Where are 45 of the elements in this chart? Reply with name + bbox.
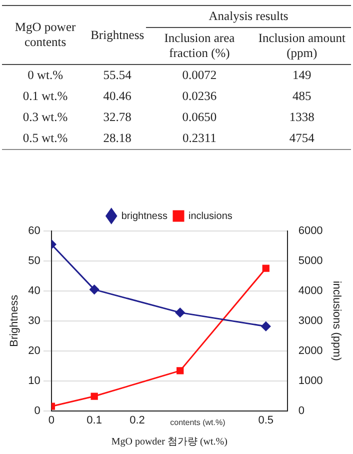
x-axis-title: MgO powder 첨가량 (wt.%) <box>111 436 228 448</box>
y-tick-label: 50 <box>28 255 40 267</box>
text: 485 <box>292 88 312 105</box>
x-tick-label: 0 <box>48 414 54 426</box>
text: 0.0236 <box>181 88 218 105</box>
text: contents (wt.%) <box>170 418 226 428</box>
y-tick-label: 60 <box>28 225 40 238</box>
y-tick-label: 0 <box>34 404 40 417</box>
y-tick-label: 10 <box>28 374 40 387</box>
y-tick-label: 20 <box>28 344 40 357</box>
text: 149 <box>252 64 351 86</box>
text: 1338 <box>288 109 316 126</box>
y2-tick-label: 3000 <box>298 314 323 327</box>
x-tick-label: 0.1 <box>86 414 102 426</box>
text: 0.1 wt.% <box>22 88 69 105</box>
y2-axis-title: inclusions (ppm) <box>330 280 342 361</box>
text: 40.46 <box>102 88 132 105</box>
y2-tick-label: 5000 <box>298 255 323 267</box>
text: Analysis results <box>146 6 351 28</box>
text: Brightness <box>88 6 146 64</box>
text: 55.54 <box>88 64 146 86</box>
text: MgO power contents <box>2 6 89 64</box>
text: Inclusion amount (ppm) <box>252 28 351 64</box>
text: 0.3 wt.% <box>22 109 69 126</box>
y-tick-label: 40 <box>28 284 40 297</box>
y2-tick-label: 6000 <box>298 225 323 238</box>
text: 0 wt.% <box>2 64 89 86</box>
legend-label: inclusions <box>188 210 232 222</box>
y-tick-label: 30 <box>28 314 40 327</box>
text: Inclusion area fraction (%) <box>146 28 253 64</box>
y-axis-title: Brightness <box>8 294 21 347</box>
y2-tick-label: 1000 <box>298 374 323 387</box>
text: 0.0650 <box>181 109 218 126</box>
y2-tick-label: 4000 <box>298 284 323 297</box>
text: 32.78 <box>102 109 132 126</box>
text: 28.18 <box>88 128 146 150</box>
y2-tick-label: 0 <box>298 404 304 417</box>
text: 0.2311 <box>146 128 253 150</box>
x-tick-label: 0.5 <box>258 414 274 426</box>
text: 0.0072 <box>146 64 253 86</box>
x-tick-label: 0.2 <box>130 414 145 426</box>
text: 4754 <box>252 128 351 150</box>
text: 0.5 wt.% <box>2 128 89 150</box>
y2-tick-label: 2000 <box>298 344 323 357</box>
legend-label: brightness <box>121 210 168 222</box>
